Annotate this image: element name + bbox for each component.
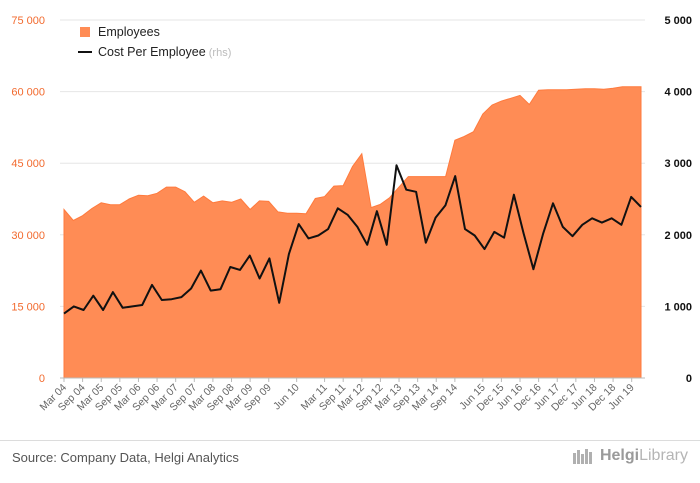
y-left-tick-label: 30 000 (11, 230, 45, 242)
employees-area-group (63, 86, 642, 379)
cost-per-employee-line-group (63, 164, 642, 315)
legend-swatch-employees (80, 27, 90, 37)
y-left-tick-label: 45 000 (11, 158, 45, 170)
chart: 0 15 000 30 000 45 000 60 000 75 000 0 1 000 2 0… (11, 15, 692, 414)
y-right-tick-label: 3 000 (664, 158, 692, 170)
helgi-library-logo: Helgi Library (572, 447, 688, 465)
y-right-tick-label: 0 (686, 373, 692, 385)
cost-per-employee-line (63, 164, 642, 315)
x-tick-label: Jun 10 (271, 382, 302, 413)
legend-label: Employees (98, 25, 160, 39)
y-left-tick-label: 0 (39, 373, 45, 385)
y-left-tick-label: 75 000 (11, 15, 45, 27)
helgi-library-icon (572, 449, 592, 464)
y-right-tick-label: 4 000 (664, 87, 692, 99)
y-left-tick-label: 60 000 (11, 87, 45, 99)
legend-label: Cost Per Employee (rhs) (98, 45, 231, 59)
legend-suffix: (rhs) (206, 47, 232, 59)
logo-text-bold: Helgi (599, 447, 640, 464)
y-right-tick-label: 1 000 (664, 301, 692, 313)
legend: Employees Cost Per Employee (rhs) (78, 25, 231, 59)
source-note: Source: Company Data, Helgi Analytics (12, 450, 239, 465)
y-right-tick-label: 2 000 (664, 230, 692, 242)
y-left-tick-label: 15 000 (11, 301, 45, 313)
logo-text-rest: Library (639, 447, 688, 464)
y-right-tick-label: 5 000 (664, 15, 692, 27)
footer-divider (0, 440, 700, 441)
employees-area (63, 86, 642, 379)
